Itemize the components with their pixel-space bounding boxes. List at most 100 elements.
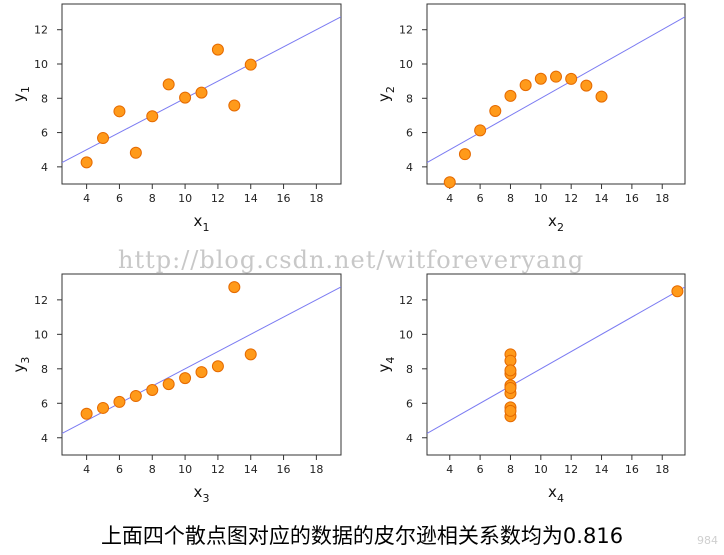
x-tick-label: 16 — [625, 192, 639, 205]
x-tick-label: 12 — [564, 192, 578, 205]
x-tick-label: 8 — [149, 192, 156, 205]
plot-frame — [426, 273, 686, 456]
data-point — [179, 91, 192, 104]
y-tick-label: 12 — [34, 294, 48, 307]
x-tick-label: 6 — [116, 192, 123, 205]
x-tick-label: 10 — [178, 192, 192, 205]
x-tick-label: 4 — [446, 463, 453, 476]
data-point — [113, 395, 126, 408]
y-tick-label: 6 — [406, 397, 413, 410]
x-tick-label: 18 — [655, 463, 669, 476]
x-axis-title: x3 — [194, 483, 210, 505]
data-point — [228, 99, 241, 112]
data-point — [211, 360, 224, 373]
data-point — [129, 146, 142, 159]
y-tick-label: 8 — [41, 363, 48, 376]
watermark-url: http://blog.csdn.net/witforeveryang — [118, 246, 585, 274]
y-tick-label: 6 — [41, 397, 48, 410]
y-tick-label: 8 — [41, 92, 48, 105]
plot-frame — [61, 273, 342, 456]
data-point — [129, 390, 142, 403]
data-point — [179, 372, 192, 385]
x-tick-label: 8 — [507, 192, 514, 205]
y-axis-title: y1 — [10, 86, 32, 102]
y-tick-label: 8 — [406, 92, 413, 105]
x-tick-label: 16 — [277, 463, 291, 476]
y-tick-label: 10 — [34, 58, 48, 71]
data-point — [97, 132, 110, 145]
x-tick-label: 12 — [564, 463, 578, 476]
x-tick-label: 4 — [83, 463, 90, 476]
y-tick-label: 12 — [399, 24, 413, 37]
data-point — [211, 43, 224, 56]
x-tick-label: 6 — [116, 463, 123, 476]
data-point — [519, 79, 532, 92]
x-tick-label: 4 — [83, 192, 90, 205]
x-tick-label: 18 — [309, 463, 323, 476]
regression-line — [427, 16, 685, 164]
y-tick-label: 12 — [399, 294, 413, 307]
data-point — [504, 381, 517, 394]
y-tick-label: 10 — [34, 328, 48, 341]
y-tick-label: 4 — [406, 161, 413, 174]
x-tick-label: 10 — [534, 463, 548, 476]
figure-caption: 上面四个散点图对应的数据的皮尔逊相关系数均为0.816 — [100, 524, 624, 548]
y-axis-title: y3 — [10, 357, 32, 373]
data-point — [595, 90, 608, 103]
data-point — [195, 366, 208, 379]
x-tick-label: 16 — [625, 463, 639, 476]
y-axis-title: y4 — [375, 357, 397, 373]
data-point — [550, 70, 562, 83]
x-tick-label: 12 — [211, 192, 225, 205]
x-tick-label: 8 — [149, 463, 156, 476]
data-point — [244, 348, 257, 361]
data-point — [580, 79, 593, 92]
y-tick-label: 6 — [406, 127, 413, 140]
data-point — [162, 78, 175, 91]
x-tick-label: 10 — [534, 192, 548, 205]
data-point — [504, 89, 517, 102]
data-point — [244, 58, 257, 71]
y-tick-label: 6 — [41, 127, 48, 140]
x-tick-label: 14 — [595, 192, 609, 205]
plot-frame — [426, 3, 686, 185]
y-axis-title: y2 — [375, 86, 397, 102]
y-tick-label: 12 — [34, 24, 48, 37]
data-point — [458, 148, 471, 161]
x-tick-label: 18 — [309, 192, 323, 205]
corner-watermark: 984 — [697, 534, 718, 547]
y-tick-label: 8 — [406, 363, 413, 376]
data-point — [80, 407, 93, 420]
plot-frame — [61, 3, 342, 185]
data-point — [113, 105, 126, 118]
regression-line — [427, 286, 685, 434]
data-point — [443, 176, 456, 189]
x-tick-label: 8 — [507, 463, 514, 476]
data-point — [195, 86, 208, 99]
x-tick-label: 14 — [244, 192, 258, 205]
x-tick-label: 14 — [595, 463, 609, 476]
data-point — [534, 72, 547, 85]
data-point — [146, 384, 159, 397]
data-point — [671, 285, 684, 298]
x-axis-title: x4 — [548, 483, 564, 505]
x-tick-label: 18 — [655, 192, 669, 205]
data-point — [162, 378, 175, 391]
x-tick-label: 4 — [446, 192, 453, 205]
x-tick-label: 14 — [244, 463, 258, 476]
y-tick-label: 10 — [399, 328, 413, 341]
data-point — [97, 401, 110, 414]
y-tick-label: 4 — [41, 432, 48, 445]
data-point — [80, 156, 93, 169]
data-point — [504, 364, 517, 377]
x-tick-label: 6 — [477, 192, 484, 205]
data-point — [489, 104, 502, 117]
y-tick-label: 10 — [399, 58, 413, 71]
x-axis-title: x2 — [548, 212, 564, 234]
data-point — [504, 404, 517, 417]
